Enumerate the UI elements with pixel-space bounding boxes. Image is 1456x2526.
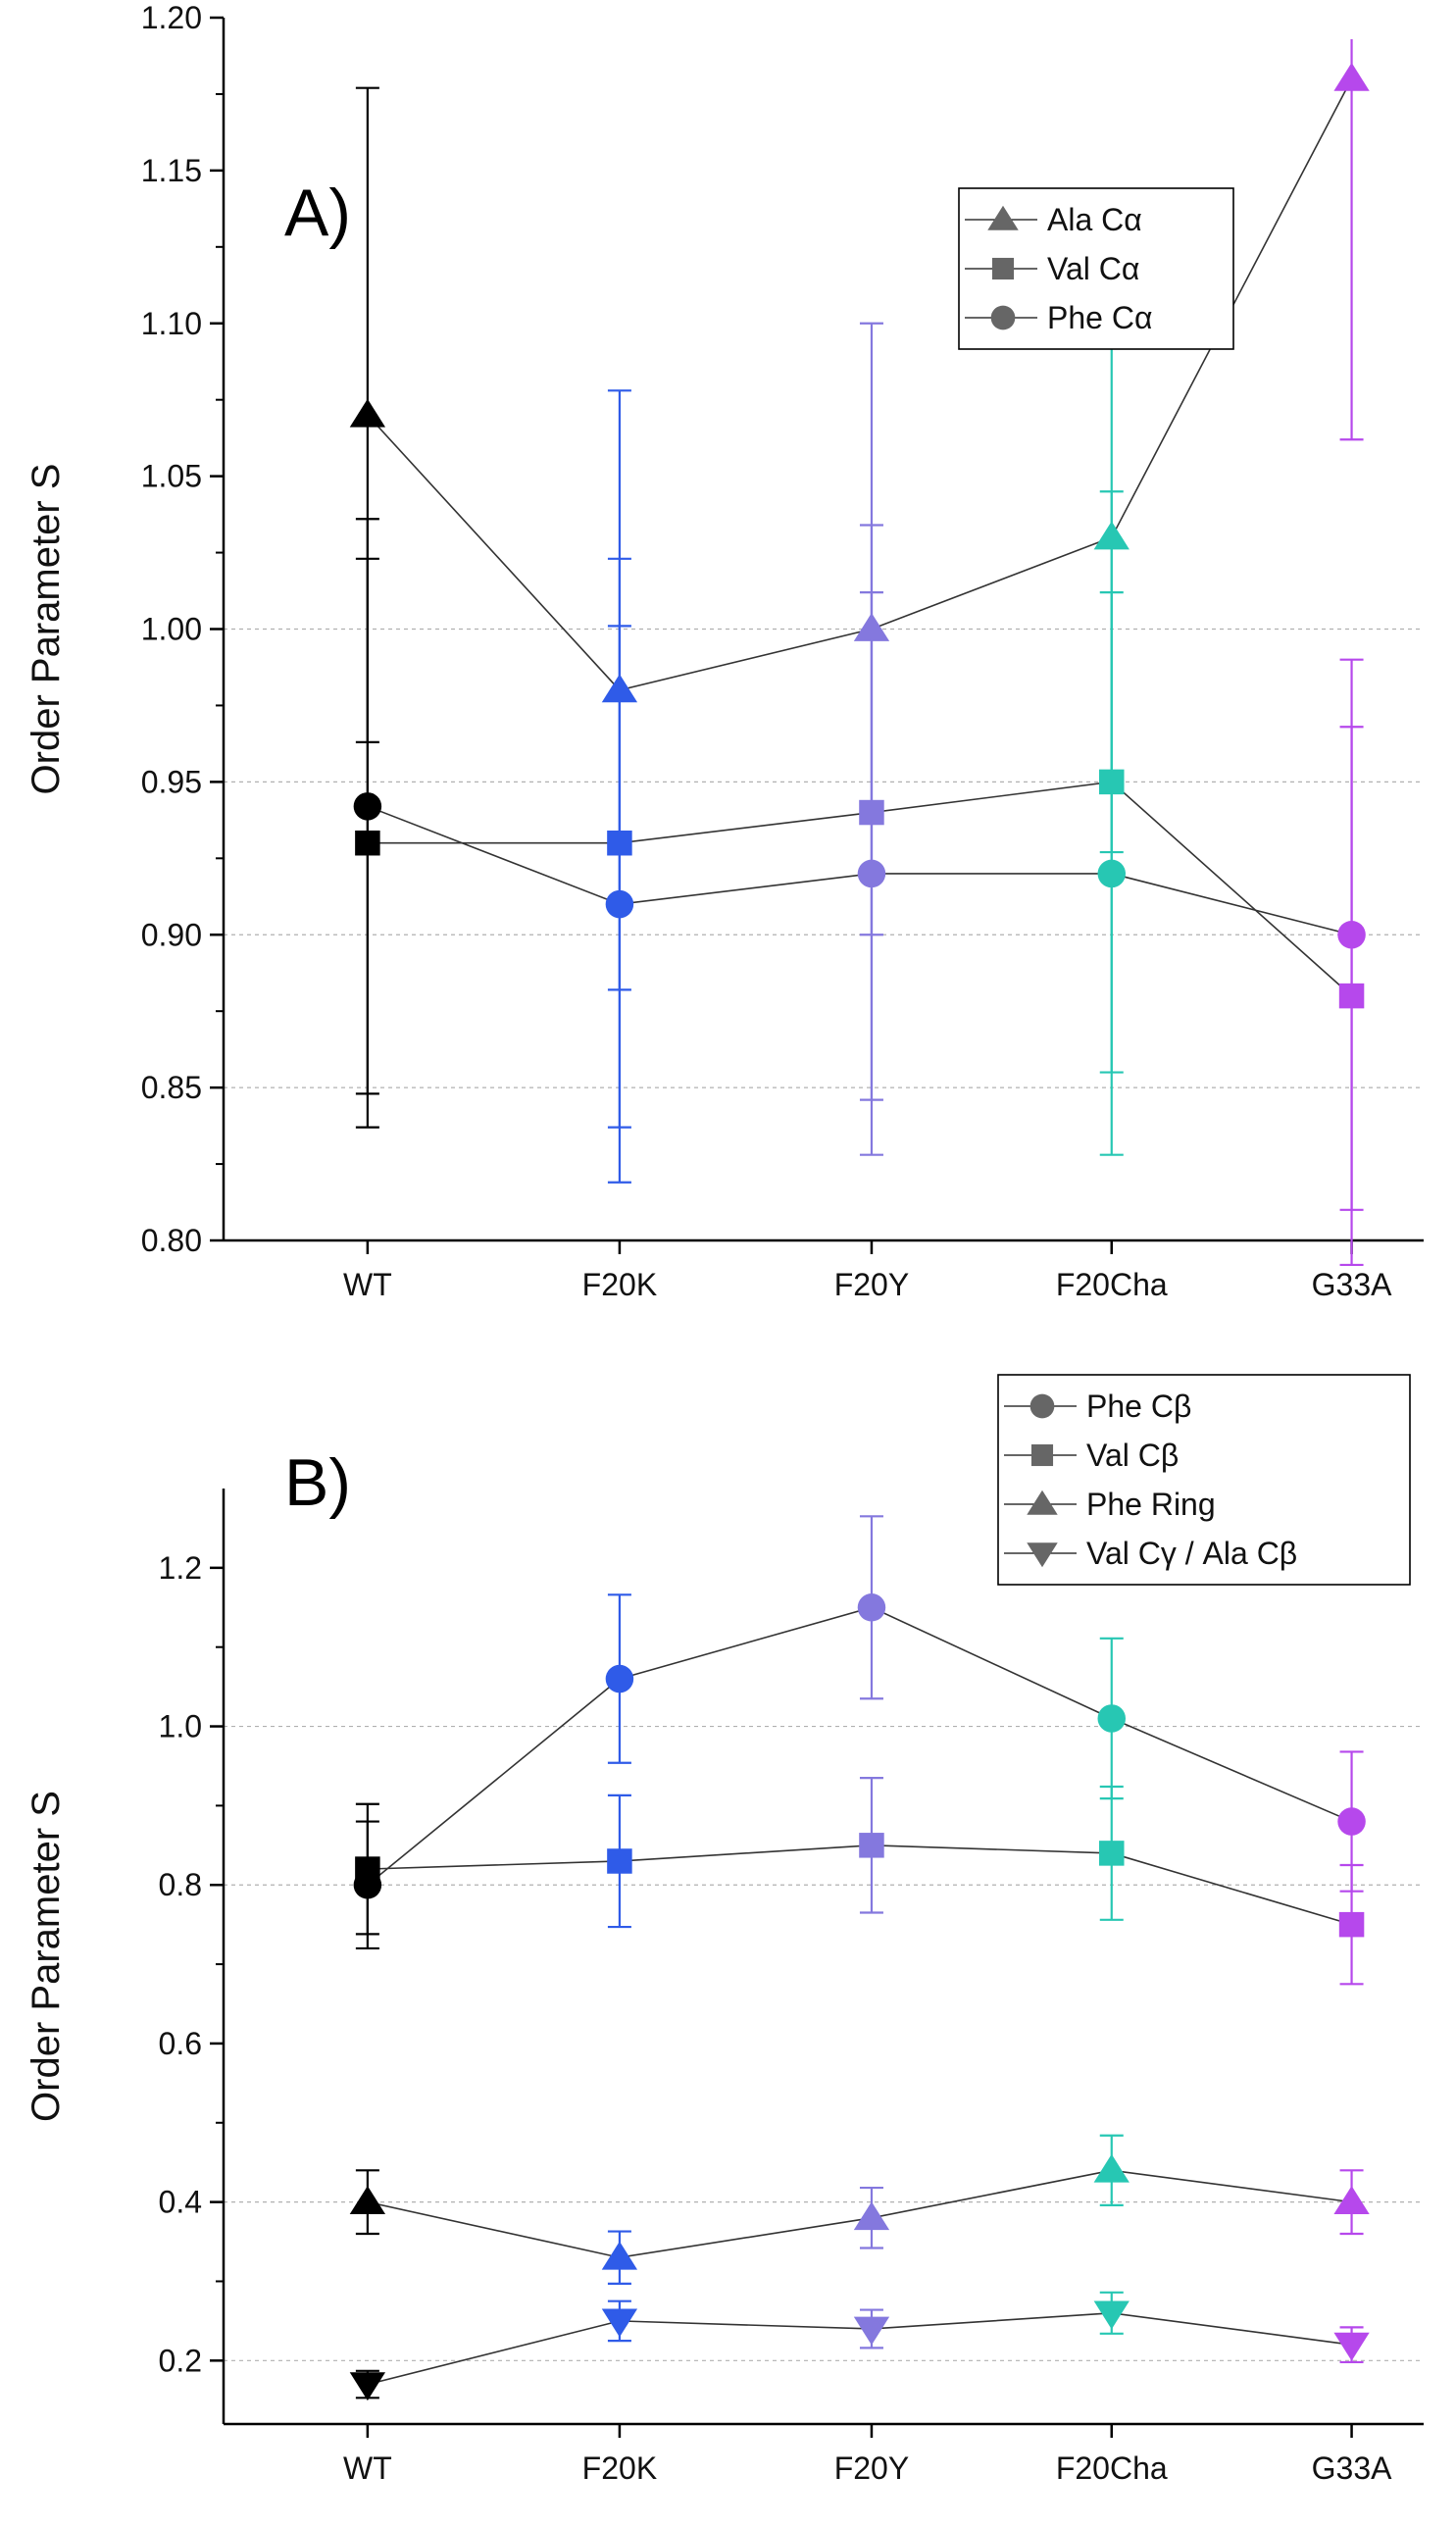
data-point-f20y [857, 859, 886, 888]
x-tick-label-f20cha: F20Cha [1056, 2450, 1168, 2486]
data-point-g33a [1338, 1911, 1365, 1938]
legend-label-ala-c: Ala Cα [1047, 202, 1142, 237]
panel-a-chart: 0.80 0.85 0.90 0.95 1.00 1.05 1.10 1.15 1.20 WT F2… [25, 0, 1424, 1302]
panel-label: A) [284, 176, 351, 250]
y-tick-label: 1.10 [141, 306, 202, 341]
data-point-wt [349, 2186, 386, 2215]
plot-area [349, 1515, 1370, 2401]
legend-label-val-c: Val Cβ [1086, 1438, 1179, 1473]
panel-b-chart: 0.2 0.4 0.6 0.8 1.0 1.2 WT F20K F20Y F20Cha G33A Or… [25, 1374, 1424, 2486]
series-markers-ala-c [349, 62, 1370, 703]
y-tick-label: 0.85 [141, 1070, 202, 1105]
legend-marker-phe-ring [1027, 1490, 1058, 1515]
y-tick-label: 1.15 [141, 153, 202, 188]
panel-label: B) [284, 1445, 351, 1520]
x-tick-label-g33a: G33A [1312, 1267, 1392, 1302]
legend-marker-val-c [1030, 1443, 1054, 1467]
data-point-f20cha [1093, 2300, 1130, 2330]
series-phe-c [355, 518, 1364, 1211]
legend: Phe Cβ Val Cβ Phe Ring Val Cγ / Ala Cβ [997, 1374, 1411, 1586]
y-tick-label: 1.05 [141, 459, 202, 494]
data-point-g33a [1333, 62, 1370, 91]
data-point-f20k [605, 889, 634, 919]
legend-label-phe-c: Phe Cα [1047, 300, 1152, 335]
series-line [367, 2169, 1352, 2259]
data-point-wt [355, 1856, 380, 1882]
data-point-f20y [859, 1833, 884, 1858]
x-tick-label-f20k: F20K [582, 1267, 657, 1302]
y-tick-label: 0.95 [141, 764, 202, 799]
y-axis-title: Order Parameter S [25, 1791, 68, 2122]
data-point-f20k [601, 2241, 638, 2270]
data-point-g33a [1333, 2332, 1370, 2361]
data-point-f20y [853, 2201, 890, 2231]
data-point-f20cha [1097, 859, 1127, 888]
series-line [367, 77, 1353, 691]
data-point-f20y [857, 1593, 886, 1622]
data-point-g33a [1338, 983, 1365, 1009]
series-markers-phe-ring [349, 2153, 1370, 2270]
data-point-g33a [1333, 2186, 1370, 2215]
y-tick-label: 0.8 [159, 1867, 202, 1902]
data-point-f20k [601, 2308, 638, 2338]
x-tick-label-wt: WT [343, 1267, 392, 1302]
x-tick-label-f20k: F20K [582, 2450, 657, 2486]
legend-label-val-c-ala-c: Val Cγ / Ala Cβ [1086, 1536, 1297, 1571]
legend-marker-val-c-ala-c [1027, 1542, 1058, 1568]
data-point-f20k [605, 1664, 634, 1693]
legend-label-val-c: Val Cα [1047, 251, 1139, 286]
series-markers-val-c [355, 769, 1365, 1009]
x-tick-label-f20cha: F20Cha [1056, 1267, 1168, 1302]
series-val-c [355, 1776, 1364, 1986]
series-phe-ring [355, 2134, 1364, 2285]
legend-marker-phe-c [1029, 1393, 1055, 1419]
y-tick-label: 1.20 [141, 0, 202, 35]
x-tick-label-f20y: F20Y [834, 1267, 909, 1302]
data-point-f20cha [1099, 1841, 1125, 1866]
data-point-f20cha [1093, 521, 1130, 550]
data-point-f20k [601, 674, 638, 703]
y-tick-label: 0.2 [159, 2343, 202, 2378]
x-tick-label-wt: WT [343, 2450, 392, 2486]
data-point-g33a [1337, 1807, 1366, 1836]
legend-label-phe-c: Phe Cβ [1086, 1389, 1191, 1424]
data-point-f20cha [1099, 769, 1125, 795]
legend-box [997, 1374, 1411, 1586]
data-point-f20cha [1093, 2153, 1130, 2183]
y-tick-label: 0.90 [141, 917, 202, 952]
legend-marker-val-c [991, 257, 1015, 280]
legend-label-phe-ring: Phe Ring [1086, 1487, 1216, 1522]
data-point-wt [353, 792, 382, 821]
data-point-f20k [607, 1848, 632, 1874]
legend-marker-phe-c [990, 305, 1016, 330]
legend: Ala Cα Val Cα Phe Cα [958, 187, 1234, 350]
data-point-f20y [859, 799, 884, 826]
x-tick-label-f20y: F20Y [834, 2450, 909, 2486]
plot-area [349, 39, 1370, 1267]
y-tick-label: 0.80 [141, 1223, 202, 1258]
data-point-wt [349, 2372, 386, 2401]
data-point-wt [355, 830, 380, 856]
series-markers-val-c [355, 1833, 1365, 1938]
y-axis-title: Order Parameter S [25, 464, 68, 795]
series-markers-phe-c [353, 792, 1366, 949]
data-point-g33a [1337, 921, 1366, 949]
y-tick-label: 0.6 [159, 2026, 202, 2061]
y-tick-label: 1.00 [141, 612, 202, 647]
series-val-c-ala-c [355, 2291, 1364, 2400]
data-point-f20y [853, 613, 890, 641]
data-point-f20y [853, 2316, 890, 2346]
series-ala-c [355, 39, 1364, 991]
series-markers-val-c-ala-c [349, 2300, 1370, 2401]
y-tick-label: 0.4 [159, 2185, 202, 2220]
data-point-f20k [607, 830, 632, 856]
data-point-f20cha [1097, 1704, 1127, 1733]
x-tick-label-g33a: G33A [1312, 2450, 1392, 2486]
data-point-wt [349, 398, 386, 428]
legend-marker-ala-c [987, 205, 1019, 230]
y-tick-label: 1.0 [159, 1709, 202, 1744]
y-tick-label: 1.2 [159, 1550, 202, 1586]
